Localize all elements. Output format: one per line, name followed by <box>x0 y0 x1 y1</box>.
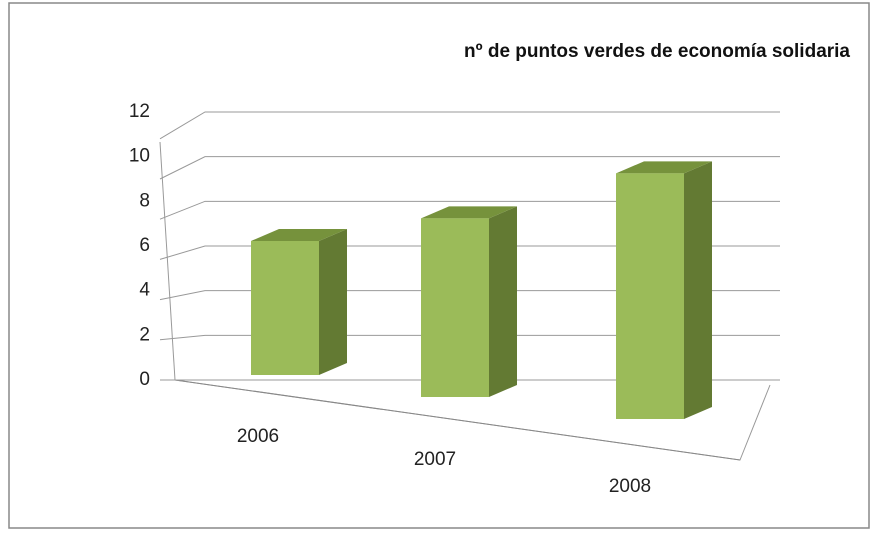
y-tick-label: 12 <box>129 101 150 122</box>
grid-line <box>159 200 780 220</box>
bar <box>616 173 684 419</box>
y-tick-label: 4 <box>139 280 150 301</box>
bar <box>251 241 319 375</box>
grid-line <box>159 290 780 301</box>
bar-top <box>251 229 347 241</box>
bar-side <box>684 161 712 420</box>
x-tick-label: 2008 <box>609 476 651 497</box>
y-tick-label: 0 <box>139 369 150 390</box>
y-tick-label: 6 <box>139 235 150 256</box>
grid-line <box>159 111 780 140</box>
axis-line <box>174 379 741 461</box>
y-tick-label: 10 <box>129 146 150 167</box>
x-tick-label: 2007 <box>414 449 456 470</box>
grid-line <box>159 156 780 180</box>
y-tick-label: 2 <box>139 324 150 345</box>
bar-side <box>489 206 517 397</box>
bar-top <box>616 161 712 174</box>
x-tick-label: 2006 <box>237 426 279 447</box>
bar-side <box>319 229 347 375</box>
grid-line <box>159 334 780 341</box>
chart-title: nº de puntos verdes de economía solidari… <box>464 41 850 62</box>
grid-line <box>159 245 780 260</box>
side-wall-edge <box>159 141 176 381</box>
y-tick-label: 8 <box>139 190 150 211</box>
bar <box>421 218 489 397</box>
bar-top <box>421 206 517 219</box>
